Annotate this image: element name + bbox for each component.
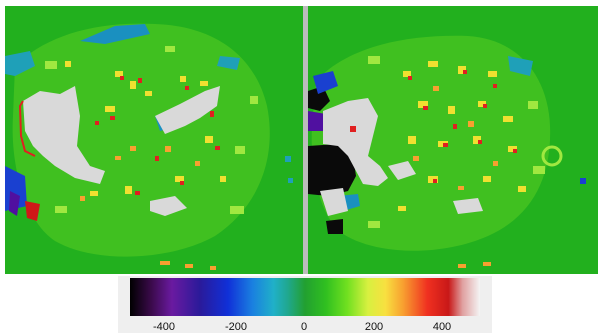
- left-map-image: [5, 6, 303, 274]
- colorbar-tick: 200: [364, 321, 384, 333]
- left-map-panel: [5, 6, 303, 274]
- colorbar-tick: 400: [432, 321, 452, 333]
- panel-divider: [303, 6, 308, 274]
- colorbar-gradient: [130, 278, 480, 316]
- colorbar-tick: -200: [224, 321, 248, 333]
- right-map-image: [308, 6, 598, 274]
- colorbar-tick: 0: [300, 321, 308, 333]
- colorbar: -400 -200 0 200 400: [118, 276, 492, 333]
- colorbar-tick: -400: [152, 321, 176, 333]
- right-map-panel: [308, 6, 598, 274]
